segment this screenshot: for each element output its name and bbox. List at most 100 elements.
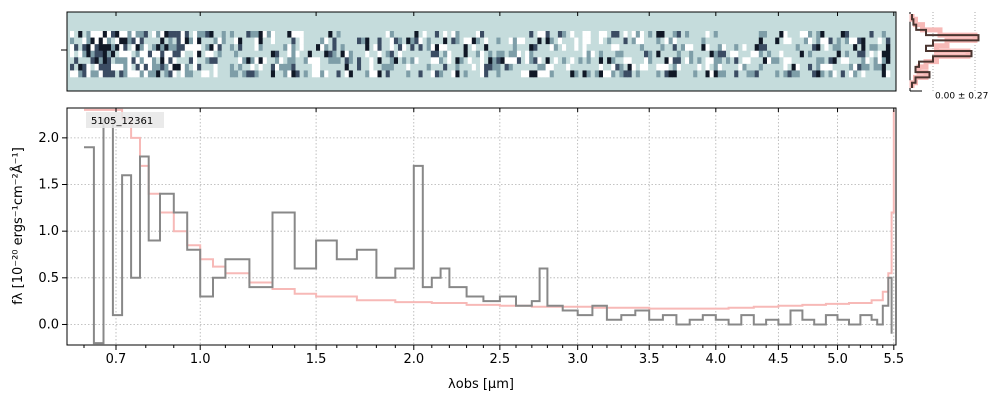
heatmap-cell [484,63,489,71]
heatmap-cell [82,44,87,52]
heatmap-cell [660,44,665,52]
heatmap-cell [816,70,821,78]
heatmap-cell [648,70,653,78]
heatmap-cell [250,63,255,71]
heatmap-cell [188,50,194,58]
heatmap-cell [836,57,842,65]
heatmap-cell [201,31,206,38]
heatmap-cell [152,37,157,45]
heatmap-cell [316,44,321,52]
heatmap-cell [508,63,514,71]
heatmap-cell [639,57,645,65]
heatmap-cell [480,63,485,71]
heatmap-cell [406,37,411,45]
heatmap-cell [406,31,411,38]
heatmap-cell [348,50,354,58]
heatmap-cell [500,31,505,38]
heatmap-cell [127,70,132,78]
heatmap-cell [275,44,280,52]
heatmap-cell [283,63,288,71]
heatmap-cell [816,44,821,52]
heatmap-cell [115,50,120,58]
y-axis: 0.0 0.5 1.0 1.5 2.0 [38,131,67,332]
twod-frame [66,11,897,92]
heatmap-cell [504,70,509,78]
heatmap-cell [311,63,317,71]
heatmap-cell [352,57,358,65]
heatmap-cell [287,63,292,71]
heatmap-cell [299,44,304,52]
heatmap-cell [537,70,542,78]
heatmap-cell [422,31,427,38]
heatmap-cell [352,70,358,78]
heatmap-cell [74,50,79,58]
heatmap-cell [463,37,468,45]
heatmap-cell [697,57,702,65]
heatmap-cell [234,50,239,58]
heatmap-cell [734,57,739,65]
heatmap-cell [299,37,304,45]
heatmap-cell [660,50,665,58]
heatmap-cell [147,31,153,38]
heatmap-cell [430,57,436,65]
heatmap-cell [570,63,575,71]
heatmap-cell [738,31,743,38]
heatmap-cell [328,57,333,65]
heatmap-cell [799,44,805,52]
heatmap-cell [808,31,813,38]
heatmap-cell [143,50,149,58]
heatmap-cell [475,70,481,78]
heatmap-cell [840,63,846,71]
heatmap-cell [418,44,423,52]
grid [67,108,896,345]
heatmap-cell [525,31,530,38]
heatmap-cell [607,31,612,38]
heatmap-cell [246,57,251,65]
heatmap-cell [361,44,366,52]
heatmap-cell [295,57,300,65]
heatmap-cell [147,37,153,45]
heatmap-cell [705,63,710,71]
heatmap-cell [881,37,887,45]
heatmap-cell [303,70,309,78]
heatmap-cell [439,57,444,65]
heatmap-cell [324,37,329,45]
heatmap-cell [516,50,522,58]
heatmap-cell [656,37,661,45]
heatmap-cell [877,31,883,38]
heatmap-cell [242,50,247,58]
heatmap-cell [373,44,378,52]
heatmap-cell [705,37,710,45]
heatmap-cell [795,70,801,78]
heatmap-cell [287,50,292,58]
heatmap-cell [340,70,345,78]
heatmap-cell [238,57,243,65]
heatmap-cell [439,31,444,38]
heatmap-cell [635,70,641,78]
heatmap-cell [467,57,473,65]
heatmap-cell [590,31,596,38]
heatmap-cell [197,57,202,65]
heatmap-cell [410,63,415,71]
heatmap-cell [471,63,477,71]
heatmap-cell [459,50,464,58]
heatmap-cell [250,44,255,52]
heatmap-cell [475,63,481,71]
heatmap-cell [451,44,456,52]
heatmap-cell [746,57,751,65]
heatmap-cell [877,63,883,71]
heatmap-cell [496,57,501,65]
heatmap-cell [779,44,784,52]
heatmap-cell [771,50,776,58]
heatmap-cell [549,37,555,45]
heatmap-cell [225,63,231,71]
heatmap-cell [242,44,247,52]
heatmap-cell [291,44,296,52]
heatmap-cell [783,44,788,52]
heatmap-cell [512,44,518,52]
heatmap-cell [279,44,284,52]
heatmap-cell [726,44,731,52]
heatmap-cell [783,57,788,65]
heatmap-cell [455,70,460,78]
heatmap-cell [693,37,698,45]
